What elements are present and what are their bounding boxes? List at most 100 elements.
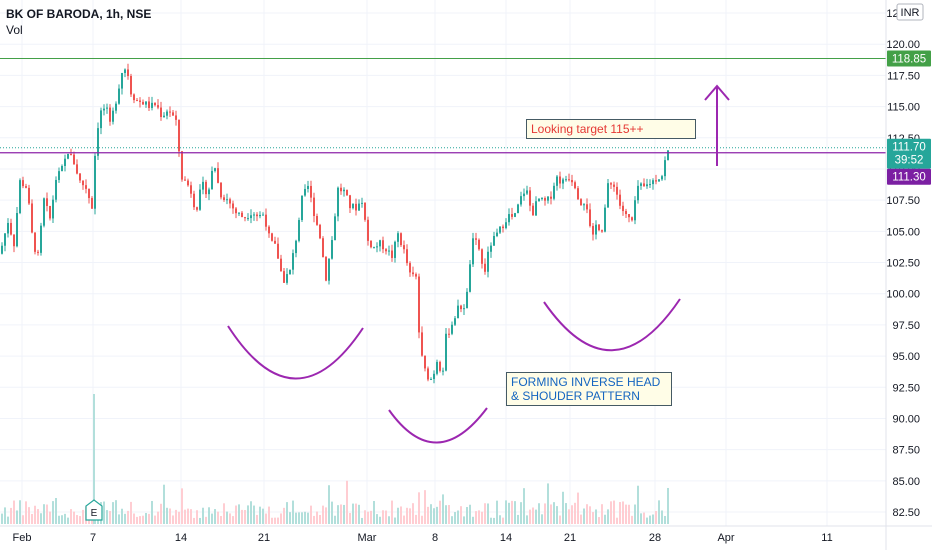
candle-body [379,240,381,247]
candle-body [619,194,621,206]
volume-bar [472,516,474,524]
candle-body [415,274,417,277]
volume-bar [13,500,15,524]
candle-body [430,379,432,381]
last-price-tag: 111.70 39:52 [887,138,931,169]
volume-bar [556,506,558,524]
volume-bar [10,507,12,524]
head-arc [388,407,488,444]
candle-body [208,189,210,195]
candle-body [214,168,216,171]
volume-bar [532,507,534,524]
volume-bar [181,488,183,524]
candle-body [340,187,342,192]
price-tick-label: 90.00 [892,413,920,425]
volume-bar [307,512,309,524]
candle-body [526,190,528,194]
candle-body [502,226,504,229]
volume-bar [505,500,507,524]
candle-body [532,205,534,216]
candle-body [433,373,435,380]
candle-body [460,305,462,310]
volume-bar [592,512,594,524]
candle-body [4,233,6,246]
candle-body [157,105,159,108]
candle-body [256,214,258,217]
candle-body [508,214,510,223]
candle-body [547,196,549,201]
candle-body [13,234,15,247]
volume-bars [1,394,669,524]
volume-bar [67,517,69,524]
pattern-note-text: FORMING INVERSE HEAD & SHOUDER PATTERN [511,375,661,403]
price-tick-label: 82.50 [892,507,920,519]
candle-body [100,110,102,129]
candle-body [640,183,642,186]
candle-body [253,214,255,216]
earnings-marker[interactable]: E [85,499,103,521]
candle-body [259,214,261,217]
left-shoulder-arc [227,325,364,380]
candle-body [181,151,183,180]
volume-bar [385,510,387,524]
volume-bar [628,504,630,524]
candle-body [142,101,144,105]
candle-body [67,153,69,159]
candle-body [595,224,597,235]
volume-bar [325,507,327,524]
candle-body [601,230,603,232]
volume-bar [133,513,135,524]
volume-bar [349,512,351,524]
candle-body [70,153,72,155]
candle-body [652,180,654,185]
candle-body [463,308,465,310]
candle-body [268,226,270,234]
volume-bar [292,500,294,524]
volume-bar [43,504,45,524]
volume-bar [562,491,564,524]
volume-bar [364,510,366,524]
volume-bar [358,504,360,524]
volume-bar [613,500,615,524]
candle-body [97,128,99,156]
candle-body [172,112,174,116]
volume-bar [538,503,540,524]
candle-body [511,214,513,217]
candle-body [634,200,636,221]
candle-body [580,199,582,206]
candle-body [598,224,600,231]
candle-body [412,272,414,275]
volume-bar [487,503,489,524]
volume-bar [541,514,543,524]
volume-bar [526,515,528,524]
volume-bar [394,517,396,524]
volume-bar [142,515,144,524]
volume-bar [448,504,450,524]
candle-body [664,160,666,177]
volume-bar [139,516,141,524]
volume-bar [397,507,399,524]
target-note-box[interactable]: Looking target 115++ [526,119,696,139]
volume-bar [427,506,429,524]
volume-bar [1,513,3,524]
volume-bar [391,500,393,524]
candle-body [91,198,93,209]
candle-body [202,181,204,190]
candle-body [382,240,384,250]
candle-body [232,203,234,209]
volume-bar [232,516,234,524]
volume-bar [199,517,201,524]
candle-body [163,115,165,118]
volume-bar [151,500,153,524]
volume-bar [154,515,156,524]
volume-bar [73,511,75,524]
drawings [0,58,886,444]
candle-body [187,180,189,186]
candle-body [190,185,192,194]
candle-body [361,202,363,204]
candle-body [424,355,426,369]
chart-legend: BK OF BARODA, 1h, NSE Vol [6,6,151,38]
pattern-note-box[interactable]: FORMING INVERSE HEAD & SHOUDER PATTERN [506,372,672,406]
volume-bar [196,510,198,524]
